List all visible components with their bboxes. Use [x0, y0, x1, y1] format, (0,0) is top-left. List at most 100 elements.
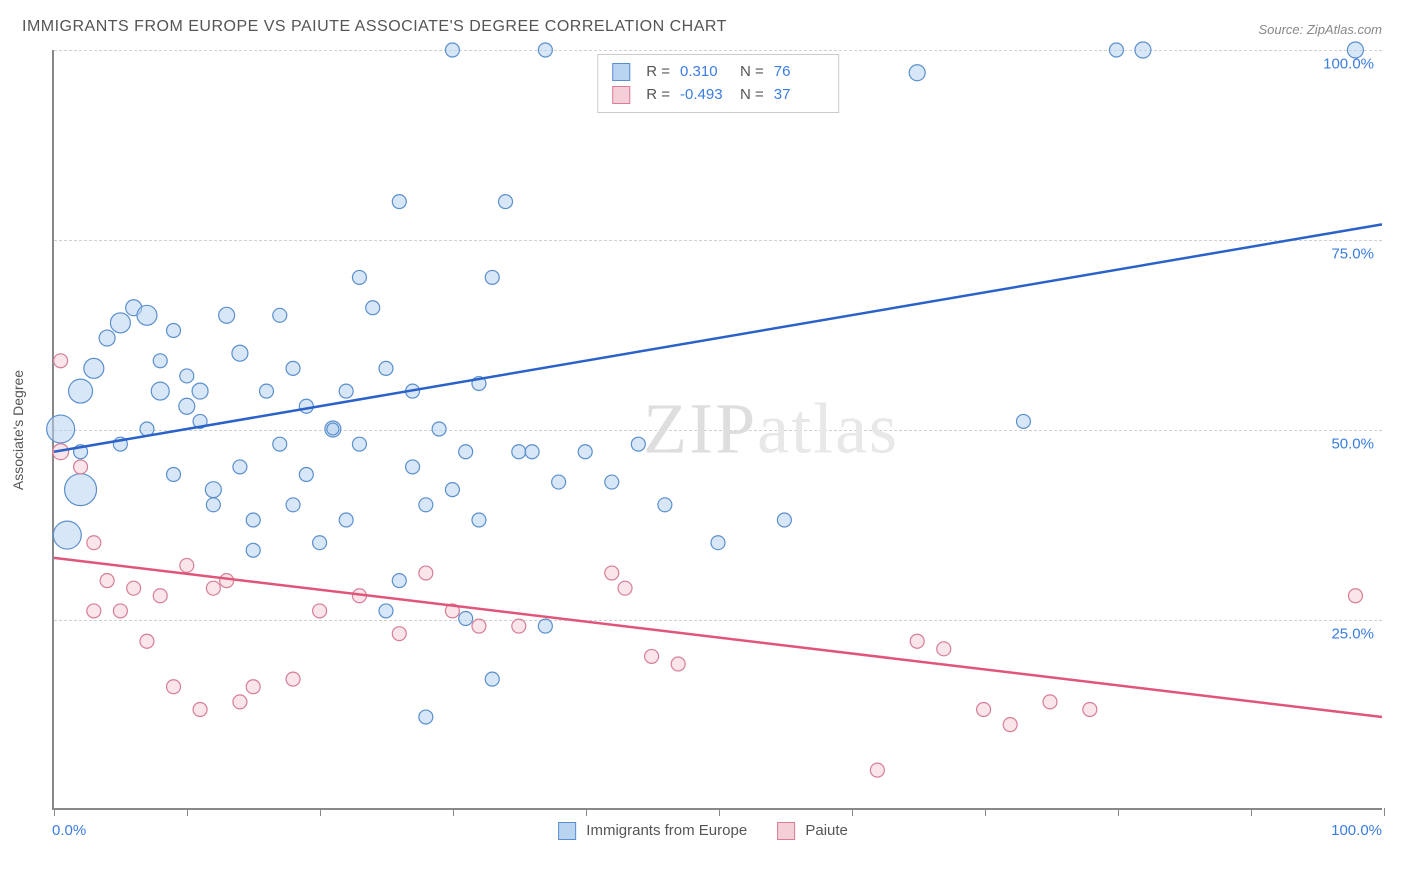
correlation-stats-box: R = 0.310 N = 76 R = -0.493 N = 37	[597, 54, 839, 113]
data-point	[352, 270, 366, 284]
data-point	[327, 423, 339, 435]
data-point	[392, 574, 406, 588]
data-point	[352, 437, 366, 451]
swatch-series1-legend	[558, 822, 576, 840]
data-point	[206, 581, 220, 595]
data-point	[605, 475, 619, 489]
data-point	[140, 634, 154, 648]
data-point	[777, 513, 791, 527]
data-point	[179, 398, 195, 414]
data-point	[313, 536, 327, 550]
stats-row-series2: R = -0.493 N = 37	[612, 84, 824, 107]
x-tick	[852, 808, 853, 816]
plot-area: ZIPatlas R = 0.310 N = 76 R = -0.493 N =…	[52, 50, 1382, 810]
data-point	[206, 498, 220, 512]
data-point	[110, 313, 130, 333]
data-point	[538, 43, 552, 57]
data-point	[69, 379, 93, 403]
data-point	[219, 307, 235, 323]
data-point	[870, 763, 884, 777]
data-point	[259, 384, 273, 398]
data-point	[339, 513, 353, 527]
data-point	[1043, 695, 1057, 709]
y-tick-label: 75.0%	[1331, 246, 1374, 263]
data-point	[99, 330, 115, 346]
data-point	[512, 445, 526, 459]
data-point	[419, 710, 433, 724]
data-point	[1109, 43, 1123, 57]
data-point	[472, 619, 486, 633]
data-point	[180, 369, 194, 383]
y-tick-label: 100.0%	[1323, 56, 1374, 73]
data-point	[1016, 414, 1030, 428]
x-axis-label-min: 0.0%	[52, 822, 86, 839]
x-tick	[453, 808, 454, 816]
x-tick	[586, 808, 587, 816]
data-point	[432, 422, 446, 436]
data-point	[671, 657, 685, 671]
data-point	[47, 415, 75, 443]
x-tick	[54, 808, 55, 816]
data-point	[246, 680, 260, 694]
x-tick	[1384, 808, 1385, 816]
x-tick	[1251, 808, 1252, 816]
legend-item-series2: Paiute	[777, 822, 848, 840]
data-point	[100, 574, 114, 588]
x-tick	[320, 808, 321, 816]
data-point	[233, 460, 247, 474]
data-point	[286, 672, 300, 686]
data-point	[339, 384, 353, 398]
data-point	[512, 619, 526, 633]
data-point	[167, 680, 181, 694]
data-point	[379, 604, 393, 618]
data-point	[379, 361, 393, 375]
data-point	[605, 566, 619, 580]
data-point	[87, 536, 101, 550]
data-point	[631, 437, 645, 451]
data-point	[113, 604, 127, 618]
data-point	[232, 345, 248, 361]
data-point	[459, 612, 473, 626]
data-point	[552, 475, 566, 489]
data-point	[273, 437, 287, 451]
data-point	[137, 305, 157, 325]
scatter-plot-svg	[54, 50, 1382, 808]
data-point	[499, 195, 513, 209]
y-axis-title: Associate's Degree	[10, 370, 26, 490]
data-point	[84, 358, 104, 378]
data-point	[1003, 718, 1017, 732]
data-point	[153, 589, 167, 603]
data-point	[54, 354, 68, 368]
data-point	[419, 566, 433, 580]
data-point	[459, 445, 473, 459]
data-point	[193, 702, 207, 716]
y-tick-label: 25.0%	[1331, 626, 1374, 643]
data-point	[273, 308, 287, 322]
data-point	[167, 467, 181, 481]
data-point	[910, 634, 924, 648]
data-point	[233, 695, 247, 709]
swatch-series2-legend	[777, 822, 795, 840]
source-attribution: Source: ZipAtlas.com	[1258, 22, 1382, 37]
swatch-series1	[612, 63, 630, 81]
data-point	[392, 627, 406, 641]
data-point	[525, 445, 539, 459]
data-point	[74, 460, 88, 474]
data-point	[366, 301, 380, 315]
x-axis-label-max: 100.0%	[1331, 822, 1382, 839]
data-point	[299, 399, 313, 413]
data-point	[313, 604, 327, 618]
data-point	[645, 649, 659, 663]
data-point	[538, 619, 552, 633]
data-point	[485, 270, 499, 284]
data-point	[618, 581, 632, 595]
data-point	[65, 474, 97, 506]
x-tick	[1118, 808, 1119, 816]
data-point	[472, 513, 486, 527]
data-point	[392, 195, 406, 209]
data-point	[1348, 589, 1362, 603]
data-point	[1135, 42, 1151, 58]
data-point	[578, 445, 592, 459]
legend-bottom: Immigrants from Europe Paiute	[558, 822, 848, 840]
data-point	[286, 498, 300, 512]
